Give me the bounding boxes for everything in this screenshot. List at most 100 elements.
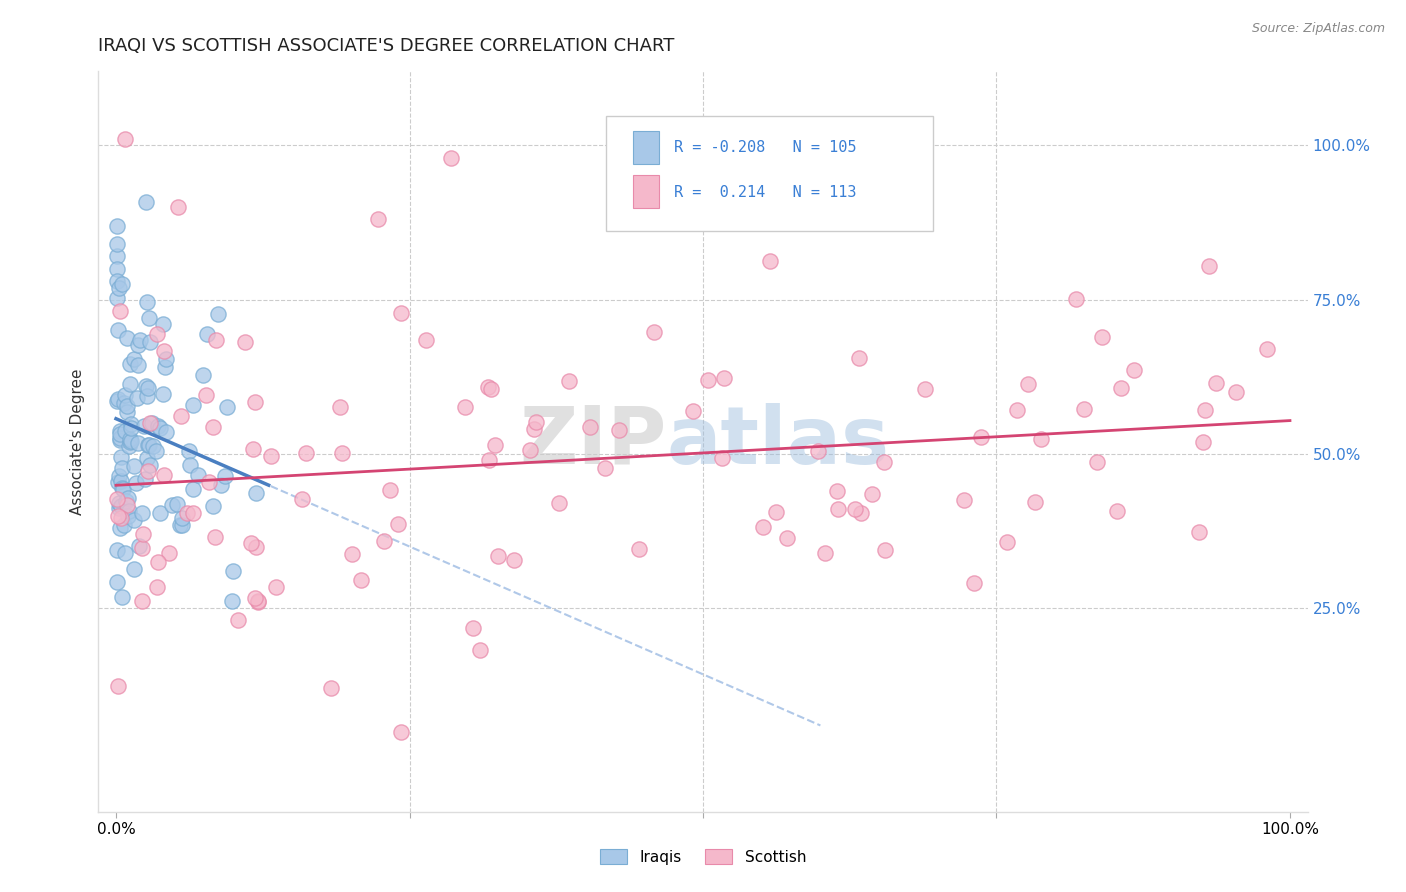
Point xyxy=(120,434,142,449)
Point xyxy=(247,593,270,607)
Point xyxy=(329,400,352,414)
Point xyxy=(1194,403,1216,417)
Point xyxy=(111,481,134,495)
Point xyxy=(1073,402,1095,417)
Point xyxy=(197,475,219,490)
Point xyxy=(120,357,142,371)
Point xyxy=(125,391,148,405)
Point xyxy=(138,458,160,473)
Point xyxy=(138,437,160,451)
Point xyxy=(114,546,136,560)
Point xyxy=(111,590,134,604)
Point xyxy=(207,307,229,321)
Point xyxy=(108,495,131,509)
Point xyxy=(107,323,129,337)
Point xyxy=(131,594,153,608)
Point xyxy=(221,594,243,608)
Point xyxy=(827,483,849,498)
FancyBboxPatch shape xyxy=(633,130,659,164)
Point xyxy=(155,425,177,439)
Point xyxy=(1198,259,1220,273)
Point xyxy=(776,531,799,545)
Point xyxy=(122,513,145,527)
Point xyxy=(205,333,228,347)
Point xyxy=(135,195,157,210)
Point xyxy=(120,417,142,431)
Point xyxy=(389,724,412,739)
Point xyxy=(111,461,134,475)
Point xyxy=(558,374,581,388)
Point xyxy=(146,419,169,434)
Point xyxy=(245,485,267,500)
Point xyxy=(127,338,149,352)
Point xyxy=(233,334,256,349)
Point xyxy=(221,565,243,579)
Point xyxy=(111,483,134,497)
Point xyxy=(115,499,138,513)
Point xyxy=(209,477,232,491)
Point xyxy=(118,439,141,453)
Point xyxy=(110,510,132,524)
Point xyxy=(1091,330,1114,344)
Point xyxy=(131,507,153,521)
Point xyxy=(152,318,174,332)
Point xyxy=(340,547,363,561)
Point xyxy=(169,409,191,423)
Point xyxy=(389,306,412,320)
Point xyxy=(167,200,190,214)
Point xyxy=(330,446,353,460)
Point xyxy=(807,444,830,458)
Point xyxy=(110,426,132,441)
Point xyxy=(138,310,160,325)
Point xyxy=(844,501,866,516)
Point xyxy=(239,536,262,550)
Point xyxy=(115,405,138,419)
Point xyxy=(118,435,141,450)
Point xyxy=(607,423,630,437)
Point xyxy=(107,291,129,305)
Point xyxy=(711,451,734,466)
Point xyxy=(135,389,157,403)
Point xyxy=(373,533,395,548)
Point xyxy=(108,468,131,483)
Point xyxy=(204,530,226,544)
Point xyxy=(145,326,167,341)
Point xyxy=(118,504,141,518)
Text: ZIP: ZIP xyxy=(519,402,666,481)
Text: IRAQI VS SCOTTISH ASSOCIATE'S DEGREE CORRELATION CHART: IRAQI VS SCOTTISH ASSOCIATE'S DEGREE COR… xyxy=(98,37,675,54)
Point xyxy=(108,303,131,318)
Point xyxy=(380,483,402,497)
Point xyxy=(181,399,204,413)
Point xyxy=(478,452,501,467)
Point xyxy=(127,436,149,450)
Point xyxy=(136,450,159,465)
Point xyxy=(759,254,782,268)
Point xyxy=(145,444,167,458)
Point xyxy=(181,506,204,520)
Point xyxy=(111,277,134,292)
Point xyxy=(131,541,153,556)
Point xyxy=(643,325,665,339)
Point xyxy=(108,521,131,535)
Point xyxy=(873,455,896,469)
FancyBboxPatch shape xyxy=(606,116,932,230)
Point xyxy=(752,520,775,534)
Point xyxy=(105,274,128,288)
Point xyxy=(848,351,870,366)
Point xyxy=(217,401,239,415)
Point xyxy=(127,359,149,373)
Legend: Iraqis, Scottish: Iraqis, Scottish xyxy=(593,843,813,871)
Point xyxy=(155,360,177,375)
Point xyxy=(1024,495,1046,509)
Point xyxy=(128,539,150,553)
Point xyxy=(1107,504,1129,518)
Point xyxy=(963,575,986,590)
Point xyxy=(201,420,224,434)
Point xyxy=(1205,376,1227,391)
Point xyxy=(136,465,159,479)
Point xyxy=(519,442,541,457)
Point xyxy=(114,424,136,438)
Point xyxy=(503,553,526,567)
Point xyxy=(765,505,787,519)
Point xyxy=(177,444,200,458)
